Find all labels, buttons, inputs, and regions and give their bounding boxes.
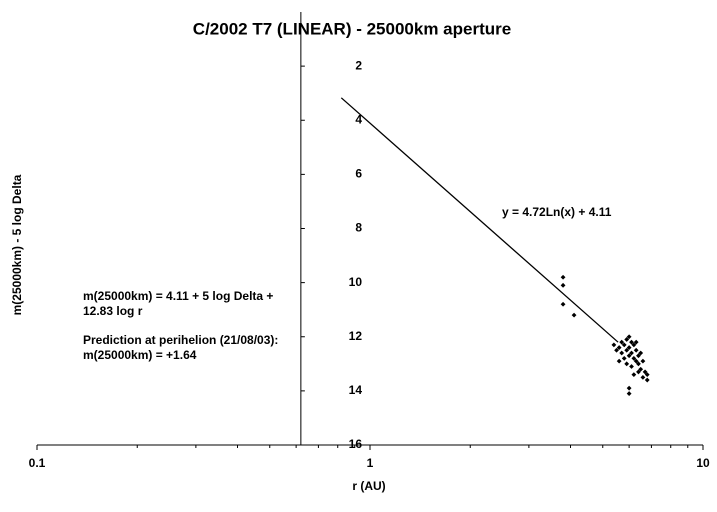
data-point — [626, 385, 632, 391]
data-point — [638, 350, 644, 356]
data-point — [571, 312, 577, 318]
chart-title: C/2002 T7 (LINEAR) - 25000km aperture — [193, 19, 511, 38]
y-axis-label: m(25000km) - 5 log Delta — [10, 174, 24, 315]
data-point — [644, 377, 650, 383]
data-point — [636, 361, 641, 367]
data-point — [636, 369, 641, 375]
data-point — [629, 339, 634, 345]
data-point — [631, 356, 637, 361]
y-tick-label: 6 — [355, 167, 362, 181]
data-point — [624, 361, 630, 367]
y-tick-label: 12 — [349, 329, 363, 343]
y-tick-label: 14 — [349, 383, 363, 397]
data-point — [614, 347, 619, 353]
data-point — [560, 301, 566, 307]
y-tick-label: 10 — [349, 275, 363, 289]
data-point — [626, 334, 632, 340]
data-point — [626, 345, 632, 350]
data-point — [644, 372, 650, 378]
data-point — [611, 342, 617, 348]
data-point — [636, 353, 641, 359]
x-axis-label: r (AU) — [352, 479, 385, 493]
data-point — [626, 353, 632, 359]
data-point — [629, 364, 634, 369]
annotation: Prediction at perihelion (21/08/03): — [83, 333, 278, 347]
y-tick-label: 16 — [349, 437, 363, 451]
data-point — [560, 274, 566, 280]
data-point — [633, 347, 639, 353]
annotation: m(25000km) = 4.11 + 5 log Delta + — [83, 289, 273, 303]
x-tick-label: 0.1 — [29, 456, 46, 470]
y-tick-label: 2 — [355, 58, 362, 72]
data-point — [638, 366, 644, 372]
data-point — [629, 350, 634, 356]
annotation: 12.83 log r — [83, 304, 143, 318]
trendline-equation: y = 4.72Ln(x) + 4.11 — [502, 205, 612, 219]
data-point — [560, 282, 566, 288]
data-point — [619, 339, 625, 345]
x-tick-label: 10 — [696, 456, 710, 470]
data-point — [626, 391, 632, 396]
y-tick-label: 4 — [355, 112, 362, 126]
data-point — [633, 358, 639, 364]
y-tick-label: 8 — [355, 221, 362, 235]
data-point — [624, 337, 630, 342]
data-point — [621, 356, 627, 361]
data-point — [624, 347, 630, 353]
data-point — [640, 374, 646, 380]
data-point — [633, 339, 639, 345]
data-point — [621, 342, 627, 348]
data-point — [616, 345, 622, 350]
trendline — [340, 97, 619, 343]
data-point — [631, 372, 637, 378]
data-point — [642, 369, 648, 375]
annotation: m(25000km) = +1.64 — [83, 348, 197, 362]
data-point — [640, 358, 646, 364]
data-point — [631, 342, 637, 348]
data-point — [616, 358, 622, 364]
x-tick-label: 1 — [367, 456, 374, 470]
data-point — [619, 350, 625, 356]
